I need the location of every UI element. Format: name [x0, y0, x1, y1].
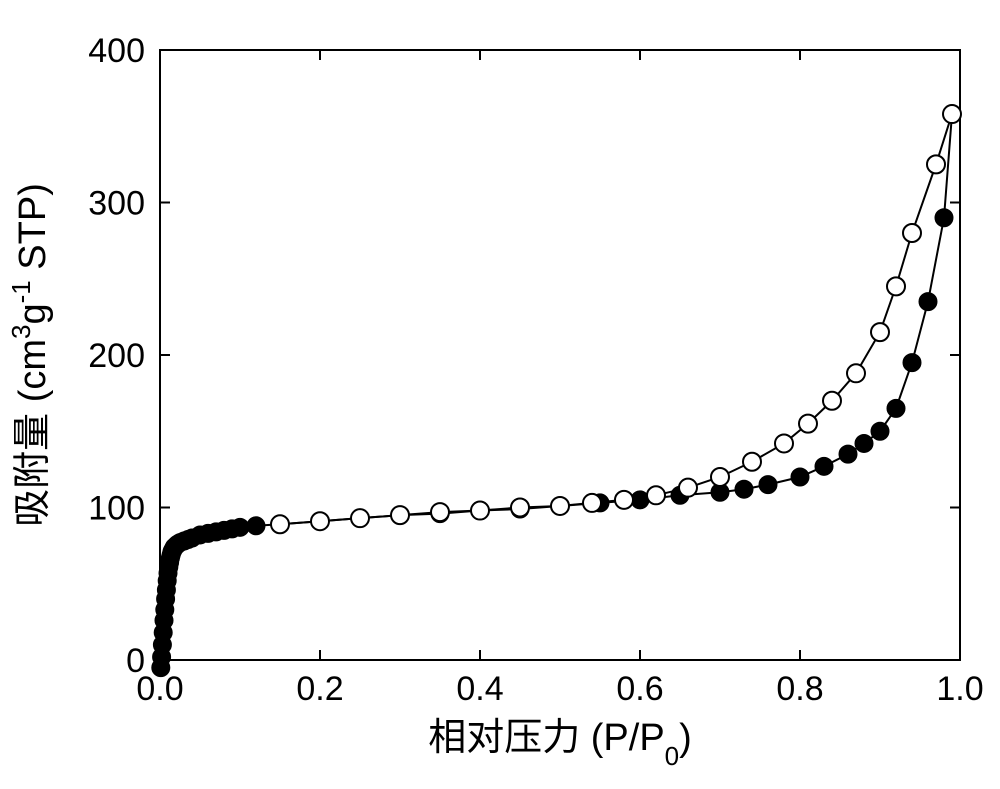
series-marker-desorption: [647, 486, 665, 504]
series-marker-desorption: [615, 491, 633, 509]
series-marker-adsorption: [935, 209, 953, 227]
series-marker-desorption: [583, 494, 601, 512]
chart-svg: 0.00.20.40.60.81.00100200300400相对压力 (P/P…: [0, 0, 1000, 789]
series-marker-adsorption: [871, 422, 889, 440]
series-marker-adsorption: [231, 518, 249, 536]
series-marker-adsorption: [791, 468, 809, 486]
series-marker-adsorption: [919, 293, 937, 311]
series-marker-adsorption: [759, 476, 777, 494]
series-marker-desorption: [471, 502, 489, 520]
series-marker-desorption: [391, 506, 409, 524]
y-tick-label: 200: [88, 337, 145, 375]
series-marker-adsorption: [887, 399, 905, 417]
x-tick-label: 0.2: [296, 670, 343, 708]
series-marker-adsorption: [903, 354, 921, 372]
y-tick-label: 100: [88, 490, 145, 528]
series-marker-desorption: [871, 323, 889, 341]
series-marker-desorption: [679, 479, 697, 497]
series-marker-desorption: [271, 515, 289, 533]
y-tick-label: 400: [88, 32, 145, 70]
isotherm-chart: 0.00.20.40.60.81.00100200300400相对压力 (P/P…: [0, 0, 1000, 789]
series-marker-adsorption: [855, 434, 873, 452]
series-marker-desorption: [823, 392, 841, 410]
series-marker-desorption: [511, 499, 529, 517]
series-marker-desorption: [847, 364, 865, 382]
x-tick-label: 0.4: [456, 670, 503, 708]
series-marker-desorption: [711, 468, 729, 486]
x-tick-label: 0.8: [776, 670, 823, 708]
series-marker-desorption: [743, 453, 761, 471]
x-tick-label: 0.6: [616, 670, 663, 708]
series-marker-desorption: [351, 509, 369, 527]
series-marker-desorption: [887, 277, 905, 295]
series-marker-desorption: [431, 503, 449, 521]
series-marker-desorption: [903, 224, 921, 242]
series-marker-adsorption: [839, 445, 857, 463]
series-marker-desorption: [799, 415, 817, 433]
series-marker-adsorption: [815, 457, 833, 475]
series-marker-adsorption: [247, 517, 265, 535]
x-axis-label: 相对压力 (P/P0): [428, 717, 692, 771]
y-tick-label: 300: [88, 185, 145, 223]
y-tick-label: 0: [126, 642, 145, 680]
series-marker-desorption: [775, 434, 793, 452]
x-tick-label: 1.0: [936, 670, 983, 708]
series-marker-desorption: [311, 512, 329, 530]
series-marker-adsorption: [735, 480, 753, 498]
series-marker-desorption: [551, 497, 569, 515]
series-marker-desorption: [943, 105, 961, 123]
series-marker-desorption: [927, 155, 945, 173]
y-axis-label: 吸附量 (cm3g-1 STP): [6, 183, 54, 527]
